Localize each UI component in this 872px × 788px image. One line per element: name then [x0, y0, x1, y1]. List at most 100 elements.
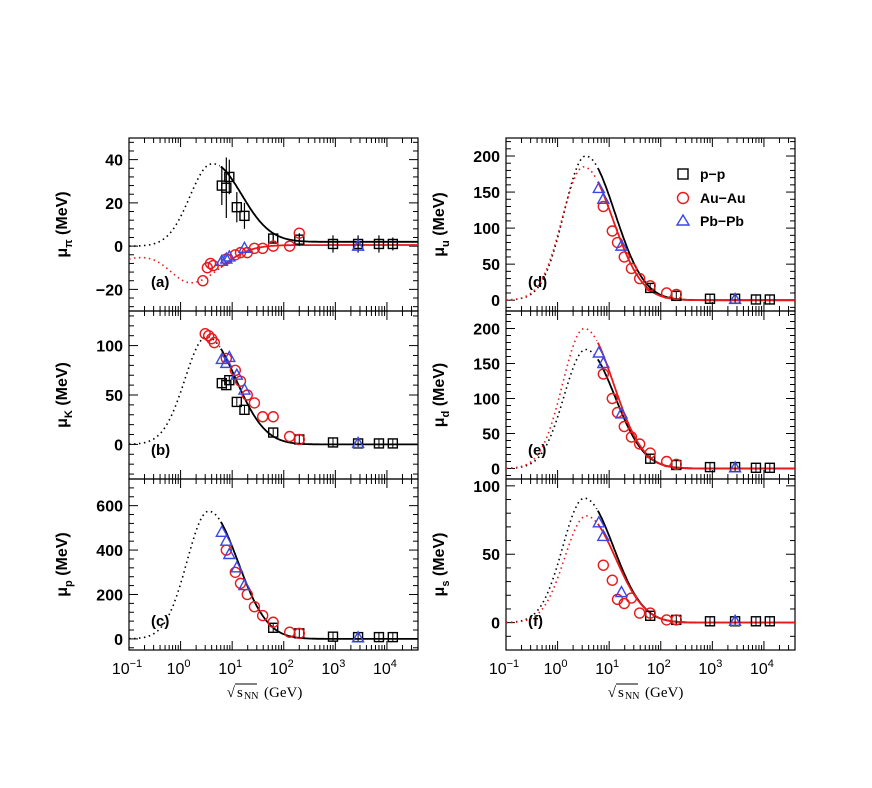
data-point-pbpb	[222, 249, 236, 262]
y-axis-label: μd (MeV)	[431, 363, 452, 428]
data-point-pbpb	[596, 356, 611, 369]
x-tick-label: 104	[750, 658, 774, 678]
data-point-pbpb	[592, 181, 606, 194]
fit-curve-dotted	[129, 163, 221, 247]
fit-curve	[220, 348, 418, 446]
x-tick-label: 104	[373, 658, 397, 678]
data-point-auau	[597, 368, 610, 380]
y-tick-label: 200	[473, 149, 500, 166]
x-axis-title-left: √ s NN (GeV)	[227, 683, 302, 702]
data-point-pbpb	[596, 529, 611, 542]
data-point-auau	[256, 609, 269, 622]
x-axis-title-unit: (GeV)	[264, 685, 302, 701]
y-axis-label: μu (MeV)	[431, 192, 452, 257]
data-point-pbpb	[351, 630, 365, 643]
y-tick-label: 150	[473, 357, 500, 374]
data-point-auau	[625, 431, 638, 443]
data-point-auau	[633, 438, 646, 450]
y-tick-label: 100	[473, 392, 500, 409]
data-point-auau	[256, 242, 269, 254]
data-point-auau	[606, 392, 619, 405]
fit-curve-dotted	[505, 165, 598, 301]
x-axis-title-right: √ s NN (GeV)	[608, 683, 683, 702]
fit-curve-dotted	[129, 335, 221, 446]
data-point-pbpb	[728, 460, 742, 473]
fit-curve-dotted	[506, 327, 598, 470]
data-point-auau	[283, 240, 296, 252]
legend: p−p Au−Au Pb−Pb	[675, 166, 746, 229]
data-point-pbpb	[237, 382, 252, 395]
fit-curve	[220, 165, 418, 243]
data-point-pbpb	[230, 560, 244, 573]
plot-frame	[505, 478, 796, 651]
data-point-auau	[625, 262, 638, 275]
data-point-pbpb	[351, 238, 365, 251]
y-tick-label: −20	[96, 282, 123, 299]
x-tick-label: 101	[218, 658, 242, 678]
fit-curve-dotted	[129, 510, 221, 640]
panel-d: 0 50 100 150 200 μu (MeV) (d)	[431, 137, 796, 312]
data-point-auau	[670, 614, 682, 626]
data-point-auau	[644, 447, 656, 459]
data-point-pbpb	[215, 351, 229, 365]
data-point-auau	[293, 627, 305, 640]
panel-label: (e)	[528, 442, 546, 459]
panel-label: (c)	[151, 613, 169, 630]
y-tick-label: 0	[114, 437, 123, 454]
legend-marker-triangle	[675, 213, 691, 226]
y-axis-label: μK (MeV)	[54, 362, 75, 428]
data-point-auau	[625, 592, 638, 604]
fit-curve-dotted	[128, 256, 221, 284]
y-tick-label: 0	[491, 462, 500, 479]
data-point-pbpb	[219, 355, 234, 369]
fit-curve	[597, 523, 795, 624]
y-tick-label: 100	[96, 339, 123, 356]
y-tick-label: 20	[105, 196, 123, 213]
fit-curve	[597, 342, 795, 470]
data-point-auau	[597, 200, 610, 213]
x-tick-label: 102	[647, 658, 671, 678]
panel-a: −20 0 20 40 μπ (MeV) (a)	[54, 137, 419, 312]
data-point-pbpb	[614, 406, 629, 419]
x-axis-title-unit: (GeV)	[645, 685, 683, 701]
data-point-pbpb	[728, 613, 742, 626]
data-point-pbpb	[728, 292, 742, 305]
y-tick-label: 600	[96, 499, 123, 516]
data-point-auau	[618, 251, 630, 263]
data-point-auau	[248, 397, 261, 409]
y-tick-label: 100	[473, 479, 500, 496]
legend-marker-circle	[676, 191, 690, 205]
y-axis-label: μp (MeV)	[54, 532, 75, 597]
data-point-auau	[267, 411, 279, 423]
data-point-auau	[248, 242, 261, 254]
data-point-pbpb	[219, 533, 234, 546]
x-axis-title-s: s	[237, 685, 243, 701]
x-tick-label: 10−1	[112, 658, 142, 678]
y-tick-label: 0	[114, 239, 123, 256]
data-point-auau	[267, 240, 279, 252]
panels: −20 0 20 40 μπ (MeV) (a) 0 50 100 μK (MeV) (b) 10−1…	[54, 137, 796, 678]
y-tick-label: 50	[482, 427, 500, 444]
data-point-pbpb	[592, 515, 606, 528]
data-point-pbpb	[219, 251, 234, 264]
data-point-auau	[606, 225, 619, 237]
data-point-auau	[204, 257, 217, 270]
y-tick-label: 200	[473, 322, 500, 339]
plot-frame	[128, 478, 419, 651]
panel-label: (d)	[528, 274, 547, 291]
data-point-auau	[202, 330, 215, 342]
panel-label: (a)	[151, 274, 169, 291]
data-point-pbpb	[592, 345, 606, 358]
y-axis-label: μs (MeV)	[431, 533, 452, 597]
fit-curve-dotted	[506, 515, 598, 624]
legend-label-auau: Au−Au	[700, 190, 746, 206]
legend-label-pp: p−p	[700, 166, 725, 182]
data-point-auau	[644, 607, 656, 619]
y-tick-label: 150	[473, 185, 500, 202]
x-axis-title-s: s	[618, 685, 624, 701]
data-point-pbpb	[614, 585, 629, 598]
x-tick-label: 100	[544, 658, 568, 678]
data-point-pbpb	[237, 240, 252, 253]
fit-curve	[220, 244, 418, 269]
